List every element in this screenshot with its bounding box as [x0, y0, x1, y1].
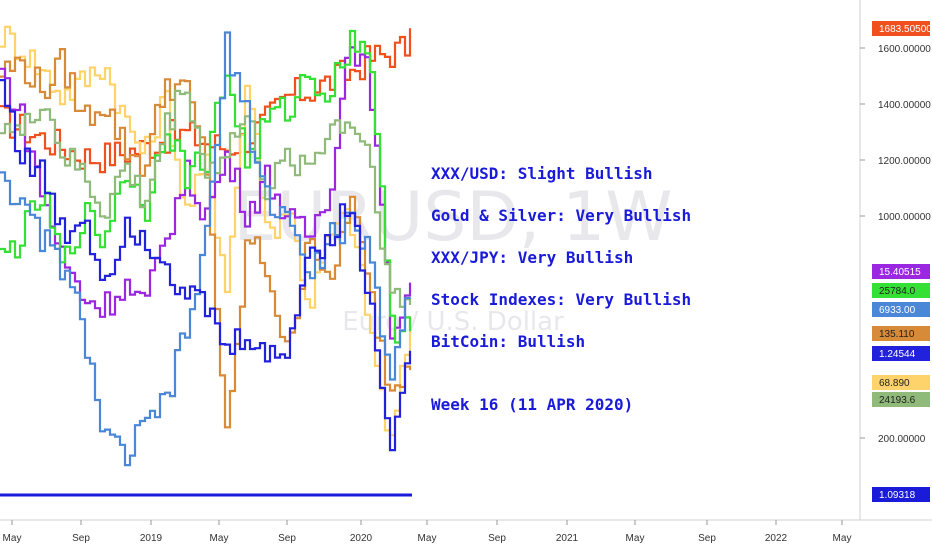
annotation-xxx-jpy: XXX/JPY: Very Bullish — [431, 248, 633, 267]
price-tag-label: 25784.0 — [879, 286, 916, 297]
y-tick-label: 1400.00000 — [878, 100, 931, 111]
price-tag — [872, 283, 930, 298]
x-tick-label: Sep — [698, 533, 716, 544]
price-tag — [872, 21, 930, 36]
x-tick-label: Sep — [488, 533, 506, 544]
y-tick-label: 200.00000 — [878, 434, 926, 445]
x-tick-label: May — [210, 533, 229, 544]
x-tick-label: Sep — [278, 533, 296, 544]
price-tag — [872, 487, 930, 502]
price-axis[interactable] — [860, 0, 932, 520]
y-tick-label: 1000.00000 — [878, 212, 931, 223]
x-tick-label: 2022 — [765, 533, 788, 544]
x-ticks: May Sep 2019 May Sep 2020 May Sep 2021 May Sep 2022… — [3, 520, 852, 544]
annotation-stock-indexes: Stock Indexes: Very Bullish — [431, 290, 691, 309]
x-tick-label: 2019 — [140, 533, 163, 544]
price-tag — [872, 346, 930, 361]
series-line-8 — [0, 79, 412, 452]
series-line-7 — [0, 31, 412, 467]
y-tick-label: 1600.00000 — [878, 44, 931, 55]
price-tag-label: 135.110 — [879, 329, 915, 340]
series-line-4 — [0, 46, 412, 340]
time-axis[interactable] — [0, 520, 932, 550]
plot-area — [0, 0, 860, 520]
price-tag — [872, 375, 930, 390]
annotation-gold-silver: Gold & Silver: Very Bullish — [431, 206, 691, 225]
y-tick-label: 1200.00000 — [878, 156, 931, 167]
price-tag — [872, 326, 930, 341]
annotation-block: XXX/USD: Slight Bullish Gold & Silver: V… — [431, 164, 691, 414]
x-tick-label: May — [626, 533, 645, 544]
price-tag-label: 1683.50500 — [879, 24, 932, 35]
x-tick-label: Sep — [72, 533, 90, 544]
price-tag-label: 68.890 — [879, 378, 910, 389]
price-tags: 1683.50500 15.40515 25784.0 6933.00 135.110 1… — [872, 21, 932, 502]
x-tick-label: 2020 — [350, 533, 373, 544]
price-tag — [872, 264, 930, 279]
x-tick-label: 2021 — [556, 533, 579, 544]
annotation-xxx-usd: XXX/USD: Slight Bullish — [431, 164, 653, 183]
x-tick-label: May — [3, 533, 22, 544]
annotation-week: Week 16 (11 APR 2020) — [431, 395, 633, 414]
price-tag-label: 6933.00 — [879, 305, 916, 316]
x-tick-label: May — [833, 533, 852, 544]
price-tag — [872, 392, 930, 407]
price-tag-label: 1.09318 — [879, 490, 916, 501]
x-tick-label: May — [418, 533, 437, 544]
price-tag-label: 24193.6 — [879, 395, 916, 406]
price-tag-label: 1.24544 — [879, 349, 916, 360]
price-tag — [872, 302, 930, 317]
series-line-6 — [0, 89, 412, 308]
series-layer — [0, 25, 412, 497]
price-tag-label: 15.40515 — [879, 267, 921, 278]
y-ticks: 1600.00000 1400.00000 1200.00000 1000.00000… — [860, 44, 931, 445]
annotation-bitcoin: BitCoin: Bullish — [431, 332, 585, 351]
